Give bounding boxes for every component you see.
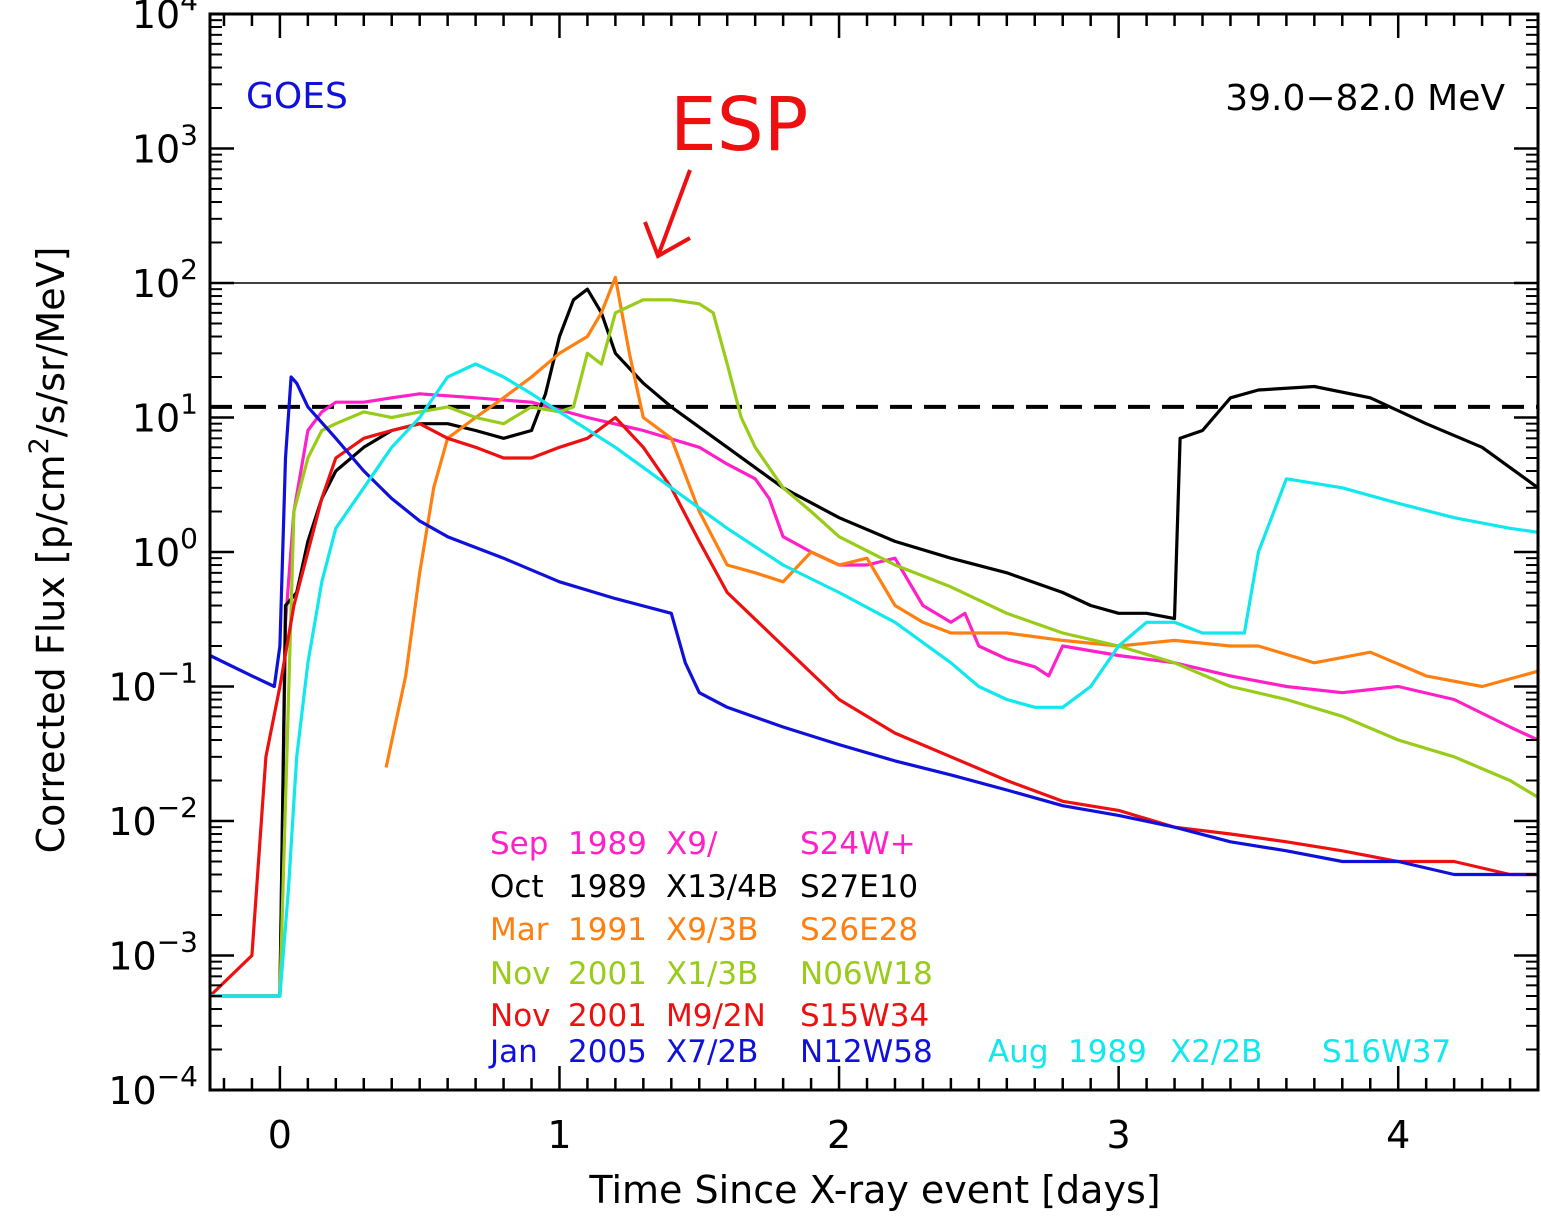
- y-tick-label: 102: [132, 253, 198, 306]
- series-line-nov-2001-x13b-n06w18: [210, 298, 1539, 998]
- legend-entry-text: 2001: [568, 998, 647, 1034]
- legend-entry-text: Mar: [490, 912, 549, 948]
- legend-entry-text: 2001: [568, 956, 647, 992]
- legend-entry-text: X2/2B: [1170, 1034, 1262, 1070]
- y-axis-title: Corrected Flux [p/cm2/s/sr/MeV]: [24, 247, 73, 854]
- legend-entry-text: N12W58: [800, 1034, 933, 1070]
- legend-entry-text: X13/4B: [666, 869, 778, 905]
- legend-entry-text: S15W34: [800, 998, 929, 1034]
- energy-range-label: 39.0−82.0 MeV: [1225, 78, 1505, 119]
- legend-entry-text: S26E28: [800, 912, 918, 948]
- y-tick-label: 103: [132, 119, 198, 172]
- reference-lines: [210, 282, 1538, 409]
- y-tick-label: 101: [132, 388, 198, 441]
- axes-layer: 0 1 2 3 4 10−4 10−3 10−2 10−1 100 101 102 103 104: [108, 0, 1540, 1157]
- legend-entry-text: 1989: [1068, 1034, 1147, 1070]
- legend-entry-text: X7/2B: [666, 1034, 758, 1070]
- legend: Sep 1989 X9/S24W+ Oct 1989 X13/4B S27E10 Mar 199…: [488, 826, 1451, 1070]
- legend-entry-text: X9/: [666, 826, 718, 862]
- series-line-oct-1989-x134b-s27e10: [210, 287, 1539, 998]
- x-tick-label: 0: [268, 1113, 292, 1157]
- esp-arrow: [643, 169, 692, 259]
- legend-entry-text: S27E10: [800, 869, 918, 905]
- series-line-mar-1991-x93b-s26e28: [384, 275, 1539, 768]
- series-line-sep-1989-x9-s24w: [210, 392, 1539, 998]
- y-tick-label: 104: [132, 0, 198, 37]
- legend-entry-text: Jan: [488, 1034, 538, 1070]
- legend-entry-text: 1989: [568, 869, 647, 905]
- legend-entry-text: N06W18: [800, 956, 933, 992]
- series-line-nov-2001-m92n-s15w34: [208, 415, 1538, 998]
- legend-entry-text: S16W37: [1322, 1034, 1451, 1070]
- legend-entry-text: Aug: [988, 1034, 1049, 1070]
- x-tick-label: 2: [827, 1113, 851, 1157]
- series-layer: [208, 275, 1539, 998]
- legend-entry-text: Sep: [490, 826, 548, 862]
- legend-entry-text: 2005: [568, 1034, 647, 1070]
- series-line-jan-2005-x72b-n12w58: [209, 375, 1538, 877]
- series-line-aug-1989-x22b-s16w37: [210, 362, 1539, 998]
- legend-entry-text: 1989: [568, 826, 647, 862]
- legend-entry-text: M9/2N: [666, 998, 766, 1034]
- legend-entry-text: X9/3B: [666, 912, 758, 948]
- esp-annotation: ESP: [670, 82, 808, 168]
- y-tick-label: 10−3: [108, 926, 198, 979]
- legend-entry-text: Nov: [490, 998, 551, 1034]
- y-tick-label: 100: [132, 522, 198, 575]
- legend-entry-text: Nov: [490, 956, 551, 992]
- legend-entry-text: 1991: [568, 912, 647, 948]
- legend-entry-text: Oct: [490, 869, 544, 905]
- x-tick-label: 1: [547, 1113, 571, 1157]
- y-tick-label: 10−4: [108, 1060, 198, 1113]
- x-tick-label: 3: [1107, 1113, 1131, 1157]
- y-tick-label: 10−1: [108, 657, 198, 710]
- y-tick-label: 10−2: [108, 791, 198, 844]
- legend-entry-text: X1/3B: [666, 956, 758, 992]
- x-axis-title: Time Since X-ray event [days]: [588, 1168, 1160, 1212]
- x-tick-label: 4: [1386, 1113, 1410, 1157]
- legend-entry-text: S24W+: [800, 826, 916, 862]
- instrument-label: GOES: [246, 76, 348, 117]
